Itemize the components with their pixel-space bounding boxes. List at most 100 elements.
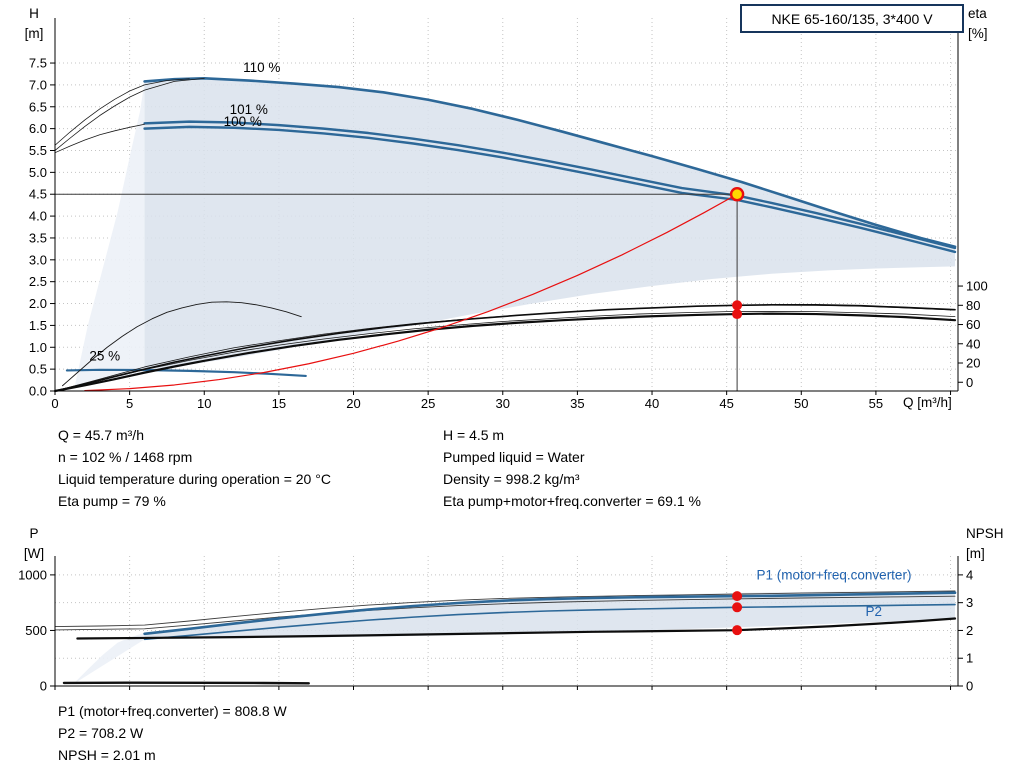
p1-curve <box>143 591 957 636</box>
result-p2: P2 = 708.2 W <box>58 725 144 741</box>
info-h: H = 4.5 m <box>443 427 505 443</box>
h-axis-unit: [m] <box>24 26 44 41</box>
p-axis-unit: [W] <box>23 546 45 561</box>
svg-text:3.5: 3.5 <box>29 230 47 245</box>
curve-101pct <box>143 120 957 250</box>
svg-text:20: 20 <box>346 396 360 411</box>
svg-text:35: 35 <box>570 396 584 411</box>
h-axis-symbol: H <box>29 6 39 21</box>
label-101pct: 101 % <box>230 102 268 117</box>
operating-envelope <box>144 78 956 371</box>
p1-thin-lower <box>54 595 956 631</box>
chart-axes <box>50 18 963 395</box>
chart-tick-labels: 0 500 1000 0 1 2 3 4 <box>18 567 973 693</box>
chart-annotations: P1 (motor+freq.converter) P2 <box>757 567 912 619</box>
p1-point <box>732 591 743 602</box>
svg-text:500: 500 <box>25 623 47 638</box>
eta-axis-title: eta [%] <box>968 4 1020 44</box>
label-100pct: 100 % <box>224 114 262 129</box>
label-25pct: 25 % <box>89 348 120 363</box>
svg-text:1.0: 1.0 <box>29 340 47 355</box>
svg-text:3: 3 <box>966 595 973 610</box>
duty-point <box>729 187 745 202</box>
info-speed: n = 102 % / 1468 rpm <box>58 449 193 465</box>
npsh-axis-unit: [m] <box>966 546 985 561</box>
chart-reference-lines <box>55 193 738 391</box>
result-p1: P1 (motor+freq.converter) = 808.8 W <box>58 703 287 719</box>
svg-text:40: 40 <box>966 336 980 351</box>
result-npsh: NPSH = 2.01 m <box>58 747 156 763</box>
chart-grid <box>55 18 958 391</box>
svg-text:2: 2 <box>966 623 973 638</box>
hq-chart: 0 5 10 15 20 25 30 35 40 45 50 55 0.0 0.5 1.0 1.5 2.0 2.5… <box>29 18 988 411</box>
svg-text:80: 80 <box>966 298 980 313</box>
q-axis-title: Q [m³/h] <box>903 395 952 410</box>
svg-text:15: 15 <box>272 396 286 411</box>
eta-pump-point <box>732 300 743 311</box>
npsh-curve <box>76 617 957 640</box>
system-curve-red <box>84 193 738 392</box>
eta-axis-symbol: eta <box>968 6 987 21</box>
svg-text:5: 5 <box>126 396 133 411</box>
svg-text:1.5: 1.5 <box>29 318 47 333</box>
svg-text:0: 0 <box>40 679 47 694</box>
pump-model-label: NKE 65-160/135, 3*400 V <box>740 4 964 33</box>
max-speed-thin-a <box>54 78 190 146</box>
svg-text:7.0: 7.0 <box>29 77 47 92</box>
speed-range-pale <box>74 81 145 388</box>
svg-text:4.0: 4.0 <box>29 209 47 224</box>
svg-text:2.0: 2.0 <box>29 296 47 311</box>
svg-text:5.0: 5.0 <box>29 165 47 180</box>
chart-markers <box>732 591 743 636</box>
power-npsh-chart: 0 500 1000 0 1 2 3 4 P1 (motor+freq.converter) P2 <box>18 556 973 694</box>
svg-text:6.0: 6.0 <box>29 121 47 136</box>
svg-text:0.5: 0.5 <box>29 362 47 377</box>
duty-info-right: H = 4.5 m Pumped liquid = Water Density … <box>443 424 701 512</box>
label-p1: P1 (motor+freq.converter) <box>757 567 912 582</box>
npsh-point <box>732 625 743 636</box>
result-values: P1 (motor+freq.converter) = 808.8 W P2 =… <box>58 700 287 766</box>
svg-text:10: 10 <box>197 396 211 411</box>
power-envelope <box>144 590 956 640</box>
npsh-axis-title: NPSH [m] <box>966 524 1022 564</box>
eta-total-curve <box>53 312 957 393</box>
svg-text:25: 25 <box>421 396 435 411</box>
eta-axis-unit: [%] <box>968 26 988 41</box>
p2-point <box>732 602 743 613</box>
label-110pct: 110 % <box>243 60 280 75</box>
svg-text:3.0: 3.0 <box>29 252 47 267</box>
svg-text:40: 40 <box>645 396 659 411</box>
p2-curve <box>143 603 956 641</box>
svg-text:5.5: 5.5 <box>29 143 47 158</box>
npsh-axis-symbol: NPSH <box>966 526 1004 541</box>
chart-areas <box>74 78 956 388</box>
chart-tick-labels: 0 5 10 15 20 25 30 35 40 45 50 55 0.0 0.5 1.0 1.5 2.0 2.5… <box>29 56 988 411</box>
info-pumped-liquid: Pumped liquid = Water <box>443 449 585 465</box>
p-25pct-curve <box>62 681 310 685</box>
eta-pump-curve <box>54 304 956 392</box>
curve-100pct <box>143 125 957 254</box>
chart-areas <box>72 590 956 685</box>
chart-series <box>54 590 957 685</box>
chart-series <box>53 77 957 393</box>
svg-text:0: 0 <box>51 396 58 411</box>
svg-text:0: 0 <box>966 679 973 694</box>
duty-info-left: Q = 45.7 m³/h n = 102 % / 1468 rpm Liqui… <box>58 424 331 512</box>
chart-markers <box>729 187 745 320</box>
label-p2: P2 <box>865 604 882 619</box>
info-q: Q = 45.7 m³/h <box>58 427 144 443</box>
svg-text:2.5: 2.5 <box>29 274 47 289</box>
info-liquid-temp: Liquid temperature during operation = 20… <box>58 471 331 487</box>
eta-thin-2 <box>54 311 956 392</box>
svg-text:30: 30 <box>496 396 510 411</box>
p1-thin-upper <box>54 590 956 628</box>
power-range-pale <box>72 632 145 685</box>
svg-text:4: 4 <box>966 567 973 582</box>
svg-text:0: 0 <box>966 375 973 390</box>
chart-annotations: 110 % 101 %100 % 25 % <box>89 60 280 364</box>
curve-110pct <box>143 77 957 248</box>
svg-text:100: 100 <box>966 279 988 294</box>
svg-text:7.5: 7.5 <box>29 56 47 71</box>
info-eta-pump: Eta pump = 79 % <box>58 493 166 509</box>
h-axis-title: H [m] <box>14 4 54 44</box>
